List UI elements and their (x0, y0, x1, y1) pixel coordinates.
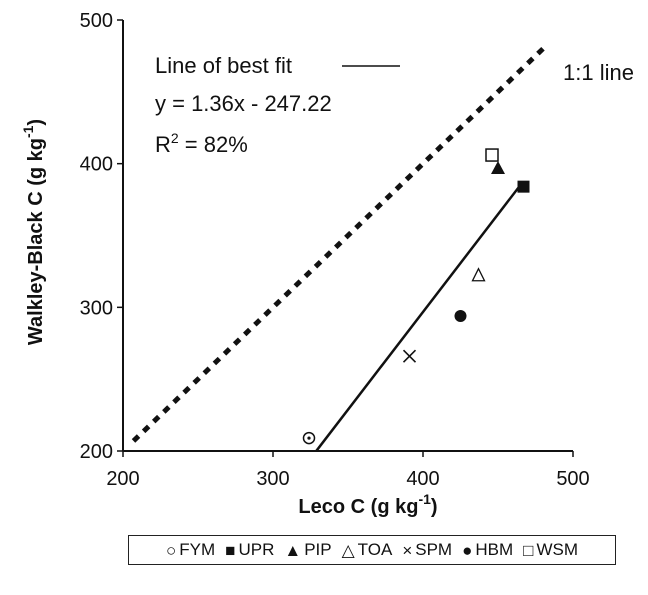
legend-marker-icon: × (402, 540, 413, 560)
legend-item-fym: ○ FYM (166, 540, 215, 560)
toa-point (471, 267, 486, 282)
wsm-marker (485, 148, 499, 162)
r-squared: R2 = 82% (155, 130, 248, 157)
spm-point (402, 349, 417, 363)
legend-label: WSM (536, 540, 578, 559)
legend-item-pip: ▲ PIP (284, 540, 331, 560)
legend-label: UPR (238, 540, 275, 559)
legend-item-spm: × SPM (402, 540, 452, 560)
fym-dot (307, 436, 311, 440)
y-axis-title: Walkley-Black C (g kg-1) (20, 119, 47, 345)
legend-marker-icon: □ (523, 540, 534, 560)
x-tick-label: 300 (256, 468, 289, 490)
legend-label: PIP (304, 540, 332, 559)
legend-marker-icon: ○ (166, 540, 177, 560)
upr-point (517, 180, 530, 193)
spm-stroke-b (402, 349, 417, 363)
y-tick-label: 300 (80, 297, 113, 319)
hbm-marker (454, 309, 467, 322)
y-tick-label: 500 (80, 10, 113, 32)
legend-item-hbm: ● HBM (462, 540, 513, 560)
y-tick-label: 400 (80, 154, 113, 176)
wsm-point (485, 148, 499, 162)
fym-point (302, 431, 316, 445)
pip-point (491, 160, 505, 174)
legend: ○ FYM ■ UPR ▲ PIP △ TOA × SPM ● HBM □ WSM (128, 535, 616, 565)
axes (122, 20, 573, 452)
hbm-point (454, 309, 467, 322)
fit-line-label: Line of best fit (155, 53, 292, 78)
x-tick-label: 500 (556, 468, 589, 490)
best-fit-line (315, 182, 523, 452)
y-tick-label: 200 (80, 441, 113, 463)
one-to-one-line (131, 42, 550, 443)
fit-equation: y = 1.36x - 247.22 (155, 91, 332, 116)
legend-marker-icon: ■ (225, 540, 236, 560)
legend-label: HBM (475, 540, 514, 559)
legend-label: SPM (415, 540, 453, 559)
upr-marker (517, 180, 530, 193)
pip-marker (491, 160, 505, 174)
one-to-one-label: 1:1 line (563, 60, 634, 85)
ticks: 200 300 400 500 200 300 400 500 (80, 10, 590, 490)
legend-item-toa: △ TOA (342, 540, 393, 560)
lines (131, 42, 550, 452)
legend-label: TOA (357, 540, 393, 559)
legend-label: FYM (179, 540, 216, 559)
legend-marker-icon: ● (462, 540, 473, 560)
legend-marker-icon: ▲ (284, 540, 302, 560)
legend-item-wsm: □ WSM (523, 540, 578, 560)
data-points (302, 148, 530, 445)
x-axis-title: Leco C (g kg-1) (298, 491, 437, 518)
x-tick-label: 200 (106, 468, 139, 490)
x-tick-label: 400 (406, 468, 439, 490)
legend-item-upr: ■ UPR (225, 540, 274, 560)
toa-marker (471, 267, 486, 282)
legend-marker-icon: △ (341, 540, 355, 560)
